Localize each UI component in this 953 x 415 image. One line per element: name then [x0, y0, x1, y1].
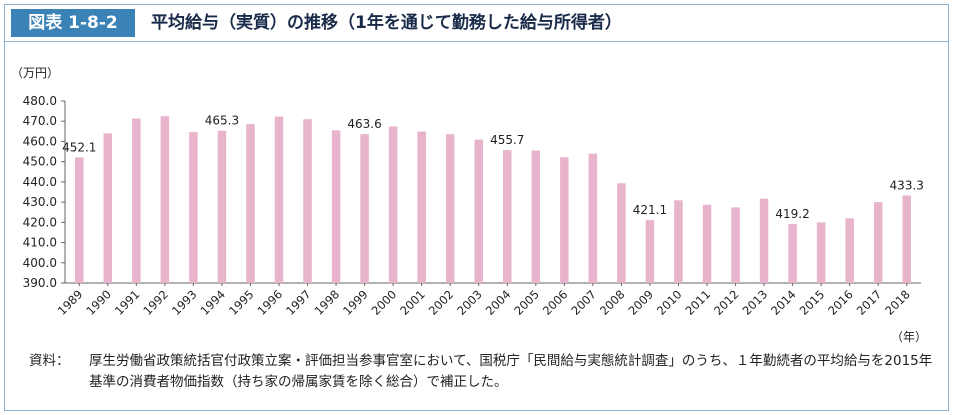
- y-tick-label: 450.0: [23, 155, 57, 169]
- x-tick-label: 1992: [140, 287, 171, 318]
- bar: [902, 195, 911, 283]
- y-tick-label: 430.0: [23, 195, 57, 209]
- bar: [75, 157, 84, 283]
- bar: [731, 207, 740, 283]
- bar: [331, 130, 341, 283]
- x-tick-label: 1991: [112, 287, 143, 318]
- x-tick-label: 2002: [426, 287, 457, 318]
- x-axis-label: （年）: [891, 330, 927, 344]
- data-label: 455.7: [490, 133, 524, 147]
- bar: [246, 124, 255, 283]
- bar: [503, 150, 512, 283]
- x-tick-label: 2011: [683, 287, 714, 318]
- data-label: 421.1: [633, 203, 667, 217]
- bar: [645, 220, 655, 283]
- bar: [360, 134, 369, 283]
- data-label: 433.3: [890, 178, 924, 192]
- y-axis-label: （万円）: [11, 66, 59, 80]
- y-tick-label: 470.0: [23, 114, 57, 128]
- x-tick-label: 1993: [169, 287, 200, 318]
- x-tick-label: 2005: [511, 287, 542, 318]
- bar: [103, 133, 113, 283]
- bar: [189, 132, 198, 283]
- bar: [160, 116, 170, 283]
- x-tick-label: 2000: [369, 287, 400, 318]
- y-tick-label: 440.0: [23, 175, 57, 189]
- data-label: 419.2: [775, 207, 809, 221]
- y-tick-label: 460.0: [23, 134, 57, 148]
- x-tick-label: 2007: [568, 287, 599, 318]
- x-tick-label: 2003: [454, 287, 485, 318]
- x-tick-label: 1998: [312, 287, 343, 318]
- x-tick-label: 2009: [625, 287, 656, 318]
- x-tick-label: 1999: [340, 287, 371, 318]
- x-tick-label: 2008: [597, 287, 628, 318]
- bar: [617, 183, 626, 283]
- x-tick-label: 1997: [283, 287, 314, 318]
- x-tick-label: 2015: [797, 287, 828, 318]
- bar: [388, 126, 398, 283]
- bar: [531, 150, 541, 283]
- x-tick-label: 2013: [740, 287, 771, 318]
- y-tick-label: 390.0: [23, 276, 57, 290]
- x-tick-label: 2017: [854, 287, 885, 318]
- figure-frame: 図表 1-8-2 平均給与（実質）の推移（1年を通じて勤務した給与所得者） （万…: [4, 4, 949, 411]
- source-text: 厚生労働省政策統括官付政策立案・評価担当参事官室において、国税庁「民間給与実態統…: [89, 353, 933, 390]
- y-tick-label: 420.0: [23, 215, 57, 229]
- x-tick-label: 2018: [882, 287, 913, 318]
- bar: [445, 134, 455, 283]
- x-tick-label: 2016: [825, 287, 856, 318]
- figure-number: 図表 1-8-2: [11, 9, 135, 37]
- x-tick-label: 2012: [711, 287, 742, 318]
- x-tick-label: 1996: [255, 287, 286, 318]
- source-label: 資料：: [29, 353, 70, 369]
- bar: [788, 223, 797, 283]
- y-tick-label: 410.0: [23, 236, 57, 250]
- bar: [816, 222, 826, 283]
- x-tick-label: 1994: [197, 287, 228, 318]
- bar-chart: （万円） 390.0 400.0 410.0 420.0 430.0 440.0 450.0 4…: [11, 66, 927, 344]
- bar: [217, 130, 227, 283]
- bar: [702, 204, 712, 283]
- y-tick-label: 480.0: [23, 94, 57, 108]
- bar: [474, 139, 483, 283]
- x-tick-label: 2014: [768, 287, 799, 318]
- data-label: 452.1: [62, 140, 96, 154]
- figure-header: 図表 1-8-2 平均給与（実質）の推移（1年を通じて勤務した給与所得者）: [5, 5, 948, 42]
- bar: [303, 119, 312, 283]
- bar: [132, 118, 141, 283]
- x-tick-label: 2004: [483, 287, 514, 318]
- bar: [274, 116, 284, 283]
- figure-title: 平均給与（実質）の推移（1年を通じて勤務した給与所得者）: [151, 13, 622, 33]
- x-tick-label: 2006: [540, 287, 571, 318]
- chart-panel: （万円） 390.0 400.0 410.0 420.0 430.0 440.0 450.0 4…: [5, 57, 948, 347]
- bar: [588, 153, 598, 283]
- x-tick-label: 1989: [55, 287, 86, 318]
- x-tick-label: 1995: [226, 287, 257, 318]
- data-label: 465.3: [205, 114, 239, 128]
- bar: [674, 200, 683, 283]
- bar: [560, 157, 569, 283]
- x-tick-label: 2010: [654, 287, 685, 318]
- bar: [417, 131, 426, 283]
- x-tick-label: 2001: [397, 287, 428, 318]
- y-tick-label: 400.0: [23, 256, 57, 270]
- data-label: 463.6: [347, 117, 381, 131]
- x-tick-label: 1990: [83, 287, 114, 318]
- bar: [845, 218, 854, 283]
- bar: [759, 198, 769, 283]
- bar: [873, 202, 883, 283]
